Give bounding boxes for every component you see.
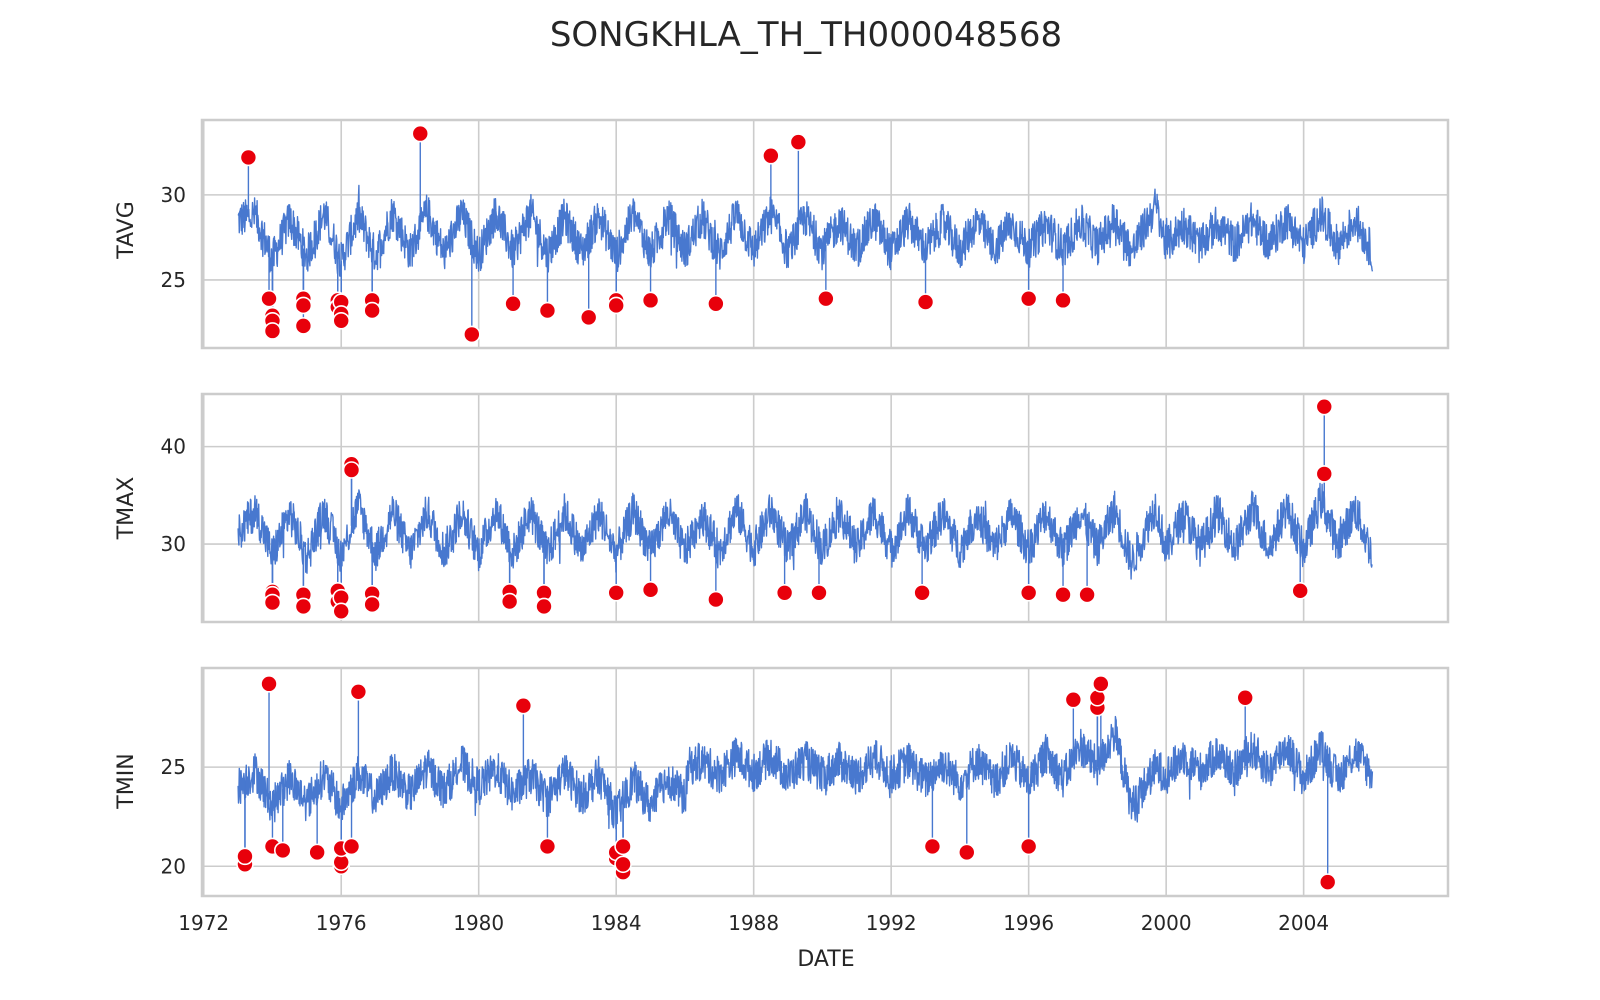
outlier-point-tmax	[1054, 585, 1072, 604]
outlier-point-tavg	[411, 124, 430, 143]
panel-tavg: TAVG 25 30	[114, 118, 1450, 350]
outlier-point-tmin	[514, 696, 533, 715]
outlier-point-tmin	[614, 837, 632, 856]
outlier-point-tavg	[463, 325, 481, 344]
outlier-point-tmax	[607, 583, 625, 602]
outlier-point-tmax	[294, 597, 313, 616]
xtick-label: 1976	[316, 911, 367, 935]
xtick-label: 2000	[1141, 911, 1192, 935]
ylabel-tavg: TAVG	[114, 201, 139, 259]
outlier-point-tavg	[363, 301, 381, 320]
outlier-point-tmax	[707, 590, 725, 609]
outlier-point-tmin	[923, 837, 942, 856]
outlier-point-tavg	[607, 296, 625, 315]
series-line-tmin	[237, 715, 1374, 830]
outlier-point-tmax	[1078, 585, 1096, 604]
xtick-label: 1984	[591, 911, 642, 935]
outlier-point-tmax	[535, 597, 553, 616]
panel-tmax: TMAX 30 40	[114, 392, 1450, 624]
outlier-point-tmin	[1019, 837, 1038, 856]
outlier-point-tavg	[260, 289, 278, 308]
xtick-label: 1980	[453, 911, 504, 935]
outlier-point-tavg	[332, 311, 351, 330]
xtick-label: 1972	[178, 911, 229, 935]
ylabel-tmax: TMAX	[114, 477, 139, 541]
outlier-point-tmin	[1092, 675, 1110, 693]
axes-frame-tavg	[200, 118, 1450, 350]
xtick-label: 1996	[1003, 911, 1054, 935]
outlier-point-tmax	[1291, 582, 1309, 600]
axes-frame-tmax	[200, 392, 1450, 624]
outlier-point-tmin	[538, 837, 557, 856]
ytick-label-tavg: 25	[161, 268, 186, 292]
xtick-label: 1992	[866, 911, 917, 935]
outlier-point-tmax	[363, 595, 381, 614]
outlier-point-tmax	[342, 461, 361, 479]
ytick-label-tmax: 30	[161, 532, 186, 556]
outlier-point-tavg	[538, 301, 557, 320]
outlier-point-tmin	[260, 675, 278, 693]
series-line-tavg	[237, 184, 1374, 277]
ytick-label-tavg: 30	[161, 183, 186, 207]
outlier-point-tmin	[349, 682, 368, 701]
axes-frame-tmin	[200, 666, 1450, 898]
outlier-point-tavg	[263, 322, 282, 340]
x-tick-labels: 1972 1976 1980 1984 1988 1992 1996 2000 2004	[178, 911, 1329, 935]
outlier-point-tmax	[332, 602, 351, 621]
outlier-point-tmax	[263, 593, 282, 612]
ytick-label-tmin: 25	[161, 755, 186, 779]
outlier-point-tmin	[614, 855, 632, 874]
outlier-point-tmax	[641, 581, 660, 599]
outlier-point-tavg	[817, 289, 835, 308]
outlier-point-tavg	[789, 133, 808, 151]
xtick-label: 1988	[728, 911, 779, 935]
outlier-point-tmax	[1315, 465, 1334, 483]
panel-tmin: TMIN 20 25	[114, 666, 1450, 898]
ytick-label-tmin: 20	[161, 854, 186, 878]
outlier-point-tmin	[308, 843, 326, 862]
outlier-point-tmin	[1236, 688, 1255, 707]
outlier-point-tmax	[810, 583, 828, 602]
outlier-point-tavg	[294, 296, 313, 315]
outlier-point-tmin	[273, 841, 292, 860]
xtick-label: 2004	[1278, 911, 1329, 935]
outlier-point-tmin	[1064, 690, 1083, 709]
outlier-point-tmax	[1019, 583, 1038, 602]
outlier-point-tmax	[913, 583, 931, 602]
outlier-point-tavg	[707, 294, 725, 313]
outlier-point-tavg	[916, 293, 935, 311]
outlier-point-tmax	[775, 583, 794, 602]
outlier-point-tavg	[1019, 289, 1038, 308]
outlier-point-tavg	[1054, 291, 1072, 310]
xlabel: DATE	[797, 947, 854, 972]
series-line-tmax	[237, 482, 1373, 580]
outlier-point-tmin	[342, 837, 361, 856]
outlier-point-tavg	[294, 317, 313, 335]
outlier-point-tmax	[500, 592, 519, 611]
outlier-point-tavg	[762, 146, 780, 165]
outlier-point-tavg	[641, 291, 660, 310]
outlier-point-tmin	[1318, 873, 1337, 891]
outlier-point-tmin	[957, 843, 976, 862]
ytick-label-tmax: 40	[161, 435, 186, 459]
outlier-point-tavg	[579, 308, 598, 327]
chart-title: SONGKHLA_TH_TH000048568	[550, 15, 1062, 55]
outlier-point-tmax	[1315, 397, 1334, 416]
outlier-point-tavg	[504, 294, 522, 313]
ylabel-tmin: TMIN	[114, 753, 139, 809]
outlier-point-tavg	[239, 148, 258, 167]
outlier-point-tmin	[236, 847, 254, 866]
